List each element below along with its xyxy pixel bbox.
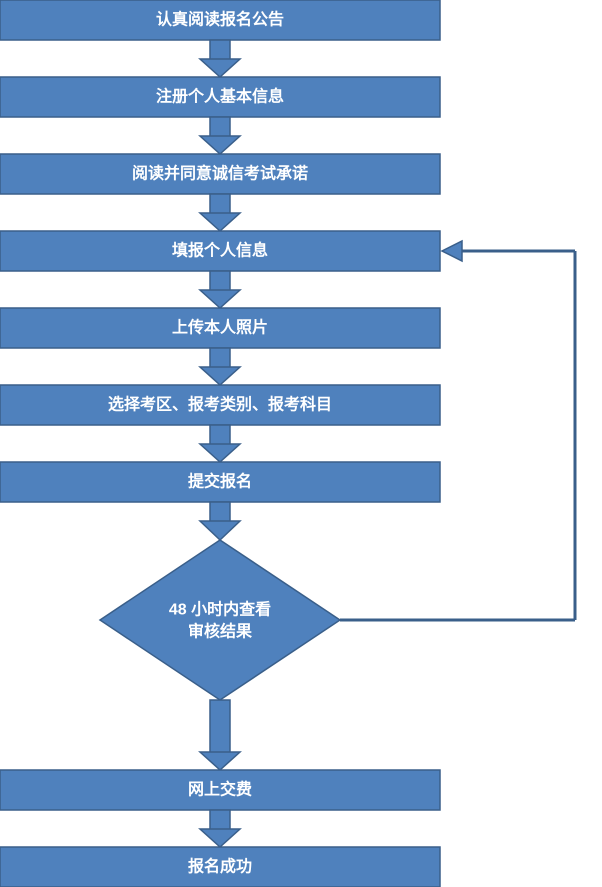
node-agree-promise: 阅读并同意诚信考试承诺 [0,154,440,194]
arrow-down-icon [200,117,240,154]
arrow-down-icon [200,348,240,385]
node-select-exam: 选择考区、报考类别、报考科目 [0,385,440,425]
feedback-arrow [340,241,575,620]
node-upload-photo: 上传本人照片 [0,308,440,348]
node-register-info: 注册个人基本信息 [0,77,440,117]
flowchart-canvas: 认真阅读报名公告 注册个人基本信息 阅读并同意诚信考试承诺 填报个人信息 上传本… [0,0,602,887]
arrow-left-icon [442,241,462,261]
node-read-announcement: 认真阅读报名公告 [0,0,440,40]
arrow-down-icon [200,810,240,847]
node-label: 选择考区、报考类别、报考科目 [108,395,332,414]
node-label: 网上交费 [188,780,252,799]
node-label: 上传本人照片 [172,318,268,337]
node-registration-success: 报名成功 [0,847,440,887]
node-check-result: 48 小时内查看 审核结果 [100,540,340,700]
node-online-payment: 网上交费 [0,770,440,810]
node-submit-registration: 提交报名 [0,462,440,502]
node-label: 报名成功 [188,857,252,876]
arrow-down-icon [200,502,240,540]
node-label: 阅读并同意诚信考试承诺 [132,164,308,183]
arrow-down-icon [200,425,240,462]
node-label-line2: 审核结果 [188,622,252,641]
arrow-down-icon [200,700,240,770]
arrow-down-icon [200,194,240,231]
node-label: 提交报名 [188,472,252,491]
arrow-down-icon [200,271,240,308]
node-label: 注册个人基本信息 [156,87,284,106]
node-fill-personal-info: 填报个人信息 [0,231,440,271]
node-label: 填报个人信息 [172,241,268,260]
node-label: 认真阅读报名公告 [156,10,284,29]
arrow-down-icon [200,40,240,77]
node-label-line1: 48 小时内查看 [169,600,271,619]
